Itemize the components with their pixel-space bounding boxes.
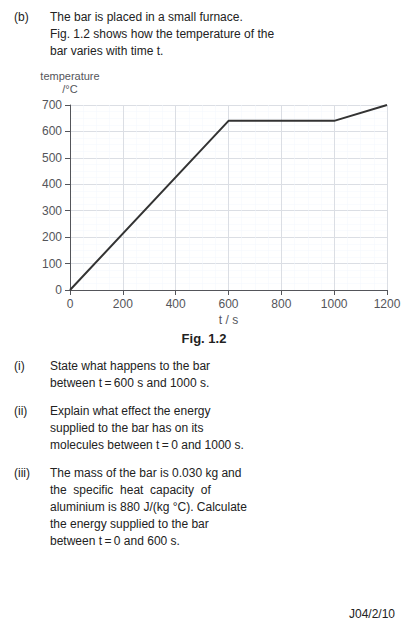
svg-text:1000: 1000 — [321, 297, 348, 311]
svg-text:(i): (i) — [14, 359, 25, 373]
svg-text:400: 400 — [166, 297, 186, 311]
svg-text:600: 600 — [42, 124, 62, 138]
svg-text:the energy supplied to the bar: the energy supplied to the bar — [50, 517, 209, 531]
svg-text:bar varies with time t.: bar varies with time t. — [50, 44, 163, 58]
svg-text:supplied to the bar has on its: supplied to the bar has on its — [50, 421, 203, 435]
svg-text:600: 600 — [218, 297, 238, 311]
svg-text:800: 800 — [271, 297, 291, 311]
svg-text:200: 200 — [42, 230, 62, 244]
svg-text:molecules between t = 0 and 10: molecules between t = 0 and 1000 s. — [50, 438, 244, 452]
svg-text:0: 0 — [67, 297, 74, 311]
svg-text:0: 0 — [55, 283, 62, 297]
svg-text:400: 400 — [42, 177, 62, 191]
svg-text:700: 700 — [42, 98, 62, 112]
svg-text:between t = 600 s and 1000 s.: between t = 600 s and 1000 s. — [50, 376, 209, 390]
svg-text:(ii): (ii) — [14, 404, 27, 418]
svg-text:the specific heat capacity: the specific heat capacity of — [50, 483, 211, 497]
svg-text:300: 300 — [42, 204, 62, 218]
svg-text:1200: 1200 — [374, 297, 401, 311]
svg-text:The mass of the bar is 0.030 k: The mass of the bar is 0.030 kg and — [50, 466, 241, 480]
svg-text:Fig. 1.2: Fig. 1.2 — [182, 331, 227, 346]
svg-text:(b): (b) — [14, 10, 29, 24]
svg-text:t / s: t / s — [219, 313, 238, 327]
svg-text:between t = 0 and 600 s.: between t = 0 and 600 s. — [50, 534, 180, 548]
svg-text:200: 200 — [113, 297, 133, 311]
svg-text:J04/2/10: J04/2/10 — [349, 607, 395, 621]
svg-text:500: 500 — [42, 151, 62, 165]
svg-text:temperature: temperature — [40, 70, 99, 82]
svg-text:/°C: /°C — [62, 83, 77, 95]
svg-text:Explain what effect the energy: Explain what effect the energy — [50, 404, 211, 418]
svg-text:(iii): (iii) — [14, 466, 30, 480]
svg-text:Fig. 1.2 shows how the tempera: Fig. 1.2 shows how the temperature of th… — [50, 27, 274, 41]
svg-text:100: 100 — [42, 257, 62, 271]
svg-text:The bar is placed in a small f: The bar is placed in a small furnace. — [50, 10, 243, 24]
svg-text:aluminium is 880 J/(kg °C). Ca: aluminium is 880 J/(kg °C). Calculate — [50, 500, 247, 514]
svg-text:State what happens to the bar: State what happens to the bar — [50, 359, 210, 373]
